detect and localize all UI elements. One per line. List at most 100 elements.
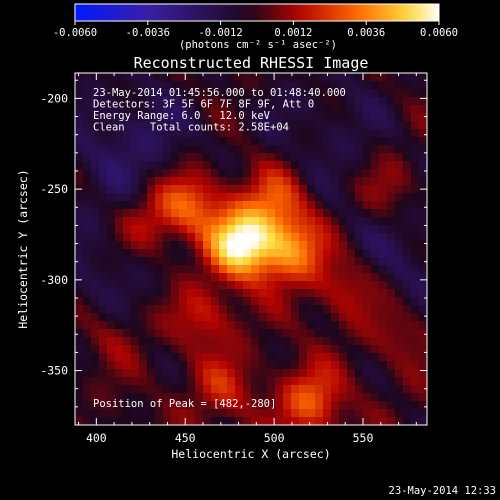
heatmap-cell bbox=[139, 97, 148, 106]
heatmap-cell bbox=[331, 137, 340, 146]
heatmap-cell bbox=[307, 225, 316, 234]
heatmap-cell bbox=[75, 97, 84, 106]
heatmap-cell bbox=[227, 81, 236, 90]
heatmap-cell bbox=[179, 105, 188, 114]
heatmap-cell bbox=[131, 353, 140, 362]
heatmap-cell bbox=[83, 177, 92, 186]
heatmap-cell bbox=[323, 241, 332, 250]
heatmap-cell bbox=[395, 385, 404, 394]
heatmap-cell bbox=[139, 321, 148, 330]
heatmap-cell bbox=[251, 409, 260, 418]
heatmap-cell bbox=[267, 169, 276, 178]
heatmap-cell bbox=[315, 313, 324, 322]
heatmap-cell bbox=[315, 201, 324, 210]
heatmap-cell bbox=[363, 121, 372, 130]
heatmap-cell bbox=[91, 393, 100, 402]
heatmap-cell bbox=[371, 121, 380, 130]
heatmap-cell bbox=[403, 233, 412, 242]
heatmap-cell bbox=[211, 81, 220, 90]
heatmap-cell bbox=[307, 97, 316, 106]
heatmap-cell bbox=[387, 185, 396, 194]
heatmap-cell bbox=[323, 185, 332, 194]
heatmap-cell bbox=[235, 81, 244, 90]
heatmap-cell bbox=[107, 177, 116, 186]
heatmap-cell bbox=[275, 345, 284, 354]
heatmap-cell bbox=[123, 161, 132, 170]
heatmap-cell bbox=[107, 217, 116, 226]
heatmap-cell bbox=[83, 225, 92, 234]
heatmap-cell bbox=[139, 409, 148, 418]
heatmap-cell bbox=[323, 97, 332, 106]
heatmap-cell bbox=[115, 393, 124, 402]
heatmap-cell bbox=[371, 233, 380, 242]
heatmap-cell bbox=[227, 409, 236, 418]
heatmap-cell bbox=[315, 289, 324, 298]
heatmap-cell bbox=[403, 401, 412, 410]
heatmap-cell bbox=[363, 401, 372, 410]
heatmap-cell bbox=[243, 129, 252, 138]
heatmap-cell bbox=[347, 377, 356, 386]
heatmap-cell bbox=[187, 305, 196, 314]
heatmap-cell bbox=[123, 81, 132, 90]
heatmap-cell bbox=[251, 89, 260, 98]
heatmap-cell bbox=[203, 169, 212, 178]
heatmap-cell bbox=[147, 241, 156, 250]
heatmap-cell bbox=[187, 265, 196, 274]
heatmap-cell bbox=[403, 289, 412, 298]
heatmap-cell bbox=[99, 313, 108, 322]
heatmap-cell bbox=[419, 417, 427, 425]
heatmap-cell bbox=[155, 153, 164, 162]
heatmap-cell bbox=[171, 129, 180, 138]
heatmap-cell bbox=[371, 273, 380, 282]
heatmap-cell bbox=[331, 377, 340, 386]
heatmap-cell bbox=[131, 313, 140, 322]
heatmap-cell bbox=[267, 153, 276, 162]
heatmap-cell bbox=[363, 129, 372, 138]
heatmap-cell bbox=[107, 129, 116, 138]
heatmap-cell bbox=[195, 281, 204, 290]
heatmap-cell bbox=[147, 201, 156, 210]
heatmap-cell bbox=[331, 225, 340, 234]
heatmap-cell bbox=[347, 177, 356, 186]
heatmap-cell bbox=[411, 305, 420, 314]
heatmap-cell bbox=[307, 249, 316, 258]
heatmap-cell bbox=[91, 129, 100, 138]
heatmap-cell bbox=[227, 345, 236, 354]
heatmap-cell bbox=[227, 209, 236, 218]
heatmap-cell bbox=[211, 169, 220, 178]
heatmap-cell bbox=[235, 201, 244, 210]
heatmap-cell bbox=[227, 161, 236, 170]
heatmap-cell bbox=[331, 129, 340, 138]
heatmap-cell bbox=[187, 337, 196, 346]
heatmap-cell bbox=[371, 409, 380, 418]
heatmap-cell bbox=[115, 377, 124, 386]
heatmap-cell bbox=[355, 177, 364, 186]
heatmap-cell bbox=[155, 257, 164, 266]
heatmap-cell bbox=[307, 241, 316, 250]
heatmap-cell bbox=[251, 185, 260, 194]
heatmap-cell bbox=[131, 345, 140, 354]
heatmap-cell bbox=[219, 281, 228, 290]
heatmap-cell bbox=[171, 417, 180, 425]
heatmap-cell bbox=[323, 113, 332, 122]
heatmap-cell bbox=[419, 393, 427, 402]
heatmap-cell bbox=[91, 313, 100, 322]
heatmap-cell bbox=[131, 161, 140, 170]
heatmap-cell bbox=[131, 145, 140, 154]
heatmap-cell bbox=[371, 281, 380, 290]
heatmap-cell bbox=[331, 369, 340, 378]
heatmap-cell bbox=[323, 105, 332, 114]
heatmap-cell bbox=[163, 121, 172, 130]
heatmap-cell bbox=[347, 385, 356, 394]
heatmap-cell bbox=[403, 337, 412, 346]
heatmap-cell bbox=[363, 145, 372, 154]
heatmap-cell bbox=[331, 153, 340, 162]
heatmap-cell bbox=[307, 89, 316, 98]
heatmap-cell bbox=[131, 393, 140, 402]
heatmap-cell bbox=[179, 177, 188, 186]
heatmap-cell bbox=[379, 257, 388, 266]
heatmap-cell bbox=[171, 121, 180, 130]
heatmap-cell bbox=[83, 97, 92, 106]
heatmap-cell bbox=[211, 313, 220, 322]
heatmap-cell bbox=[283, 401, 292, 410]
